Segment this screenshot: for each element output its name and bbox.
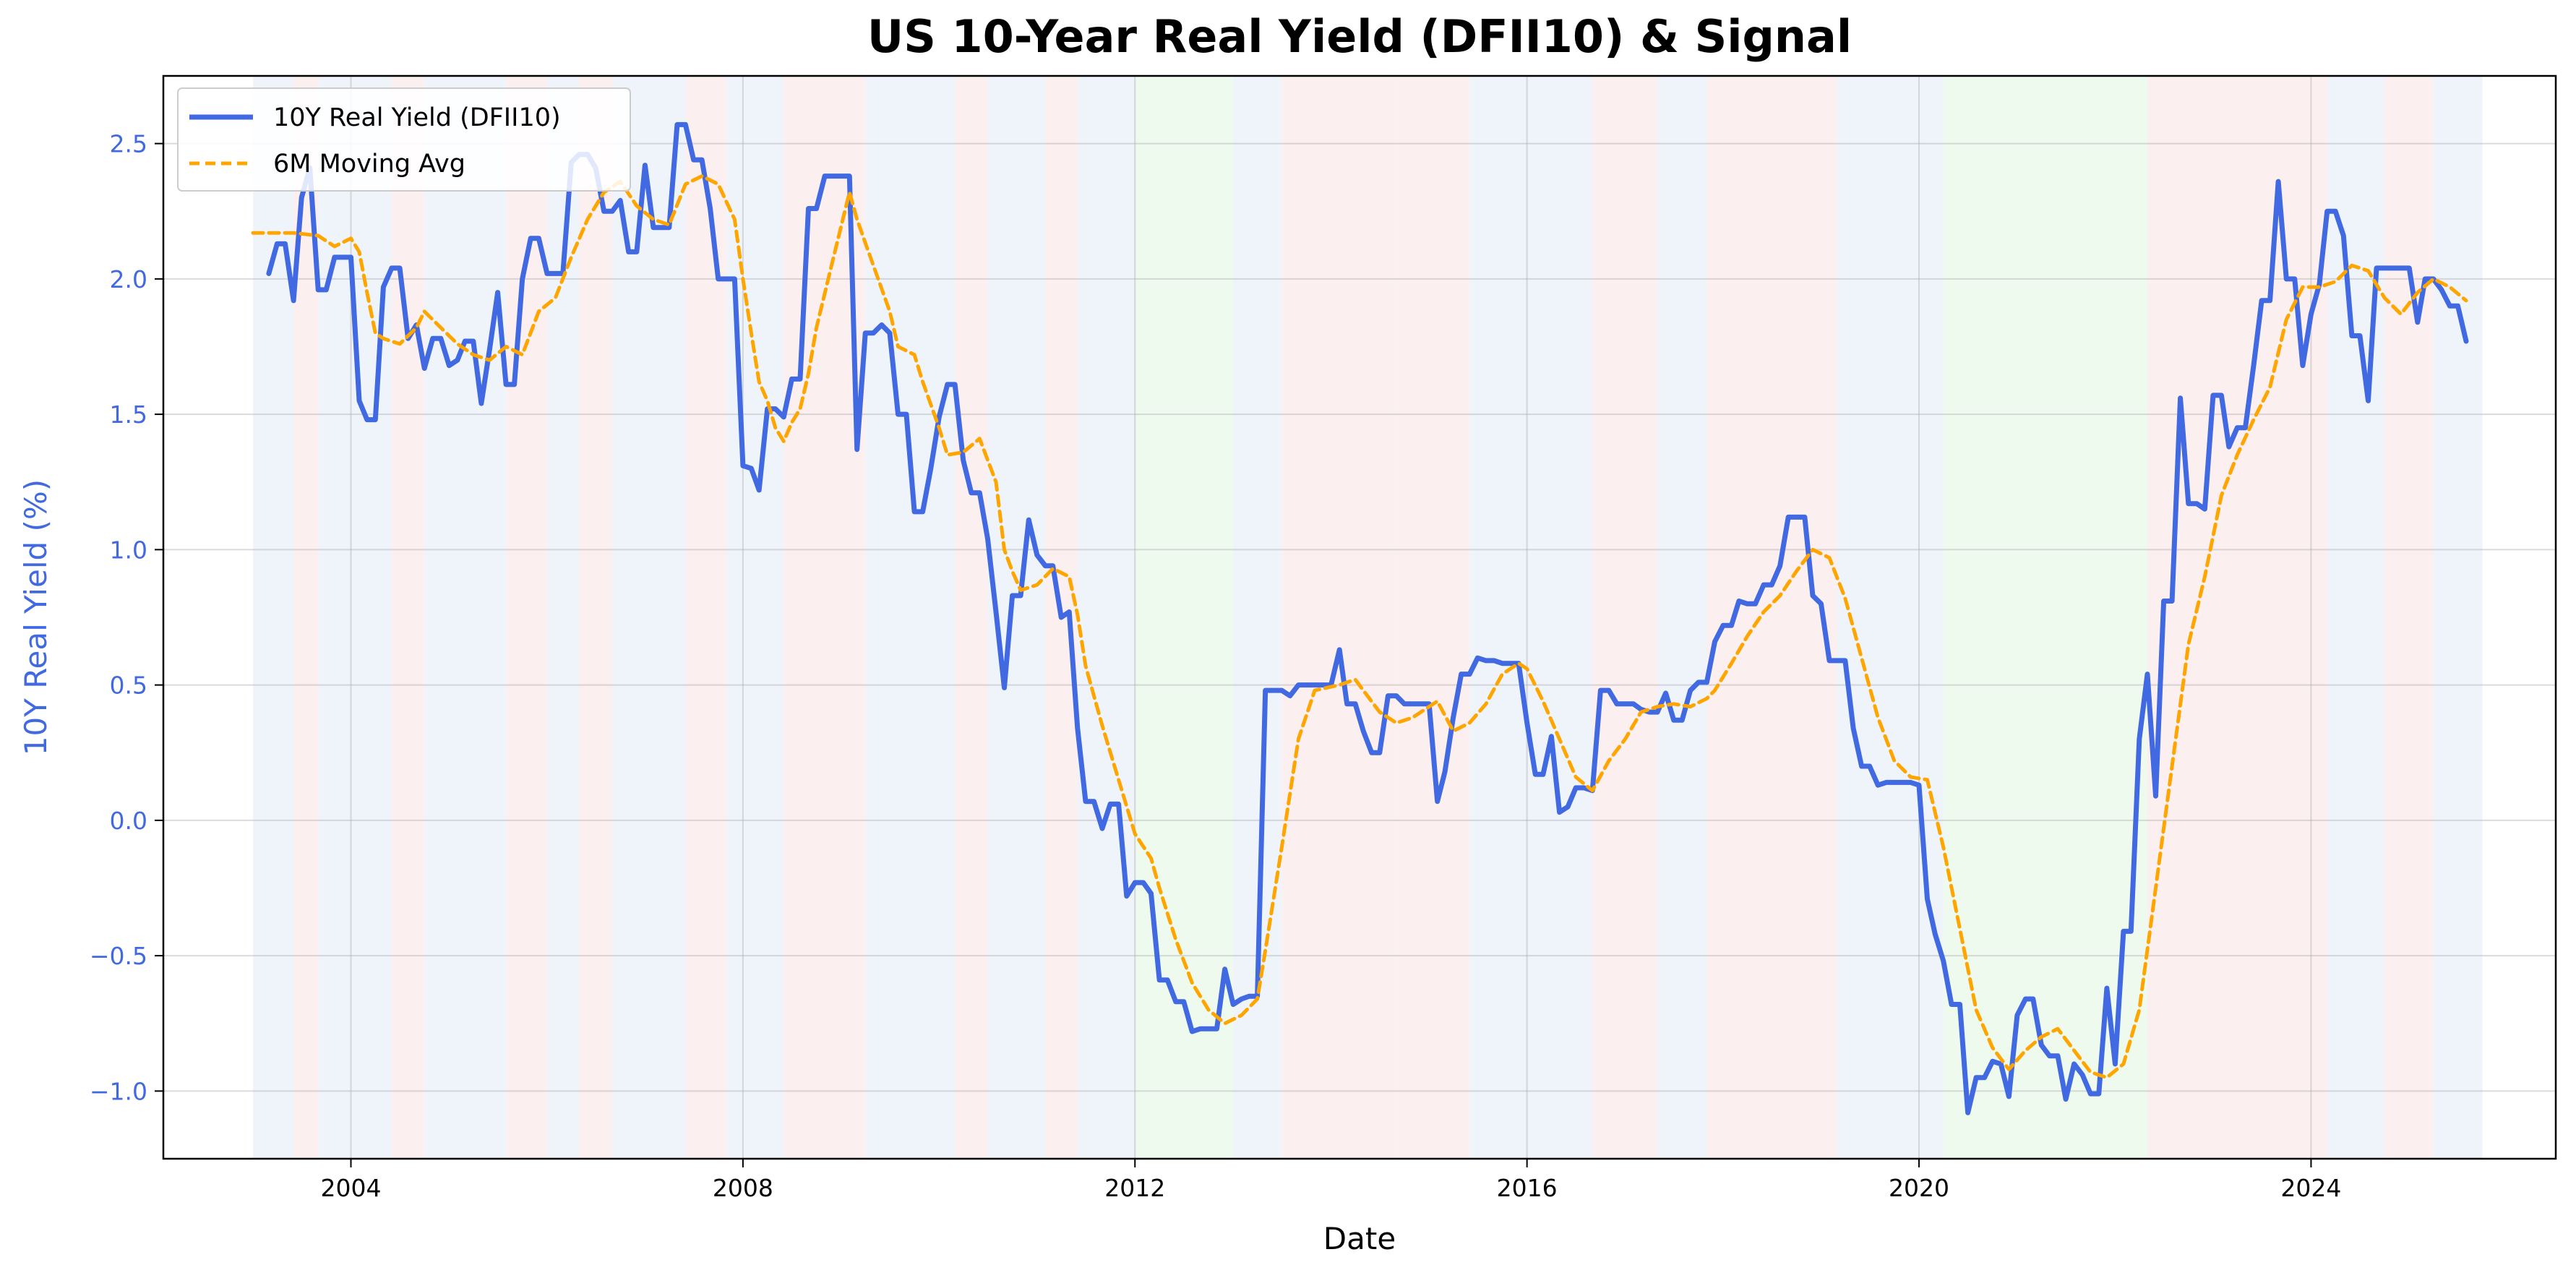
legend-box — [177, 87, 631, 192]
legend-label-moving-avg: 6M Moving Avg — [273, 150, 465, 179]
signal-band-red — [1281, 76, 1396, 1159]
signal-band-red — [2147, 76, 2327, 1159]
signal-band-red — [391, 76, 425, 1159]
y-tick-label: 2.0 — [110, 265, 147, 293]
signal-band-red — [955, 76, 988, 1159]
y-tick-label: 2.5 — [110, 130, 147, 158]
signal-band-blue — [252, 76, 294, 1159]
y-tick-label: 0.0 — [110, 807, 147, 835]
signal-band-red — [1396, 76, 1470, 1159]
signal-band-red — [1706, 76, 1837, 1159]
signal-band-blue — [2327, 76, 2385, 1159]
signal-band-red — [1592, 76, 1658, 1159]
y-tick-label: 1.5 — [110, 400, 147, 429]
y-tick-label: 1.0 — [110, 536, 147, 564]
x-axis: 2004 2008 2012 2016 2020 2024 — [321, 1159, 2341, 1202]
signal-band-green — [1135, 76, 1234, 1159]
x-tick-label: 2008 — [713, 1174, 773, 1202]
y-axis: −1.0 −0.5 0.0 0.5 1.0 1.5 2.0 2.5 — [90, 130, 163, 1105]
signal-band-blue — [2433, 76, 2483, 1159]
series-line-moving-avg — [251, 174, 2468, 1080]
x-tick-label: 2020 — [1889, 1174, 1949, 1202]
signal-band-red — [2384, 76, 2434, 1159]
signal-bands — [252, 76, 2483, 1159]
y-tick-label: −1.0 — [90, 1077, 147, 1105]
signal-band-blue — [726, 76, 784, 1159]
signal-band-blue — [424, 76, 507, 1159]
signal-band-green — [1943, 76, 2147, 1159]
plot-frame — [162, 74, 2557, 1160]
signal-band-blue — [865, 76, 956, 1159]
x-tick-label: 2024 — [2280, 1174, 2341, 1202]
y-axis-label: 10Y Real Yield (%) — [18, 479, 53, 755]
signal-band-blue — [1469, 76, 1593, 1159]
x-axis-label: Date — [1323, 1221, 1396, 1256]
signal-band-red — [579, 76, 613, 1159]
series-layer — [251, 121, 2469, 1115]
x-tick-label: 2004 — [321, 1174, 382, 1202]
legend: 10Y Real Yield (DFII10) 6M Moving Avg — [177, 87, 631, 192]
x-tick-label: 2016 — [1497, 1174, 1558, 1202]
signal-band-red — [685, 76, 727, 1159]
signal-band-blue — [612, 76, 686, 1159]
legend-label-yield: 10Y Real Yield (DFII10) — [273, 103, 561, 132]
y-tick-label: 0.5 — [110, 672, 147, 700]
x-tick-label: 2012 — [1104, 1174, 1165, 1202]
chart-title: US 10-Year Real Yield (DFII10) & Signal — [867, 10, 1852, 63]
signal-band-blue — [1837, 76, 1944, 1159]
signal-band-blue — [318, 76, 392, 1159]
signal-band-blue — [1077, 76, 1135, 1159]
signal-band-blue — [1657, 76, 1707, 1159]
y-tick-label: −0.5 — [90, 942, 147, 970]
